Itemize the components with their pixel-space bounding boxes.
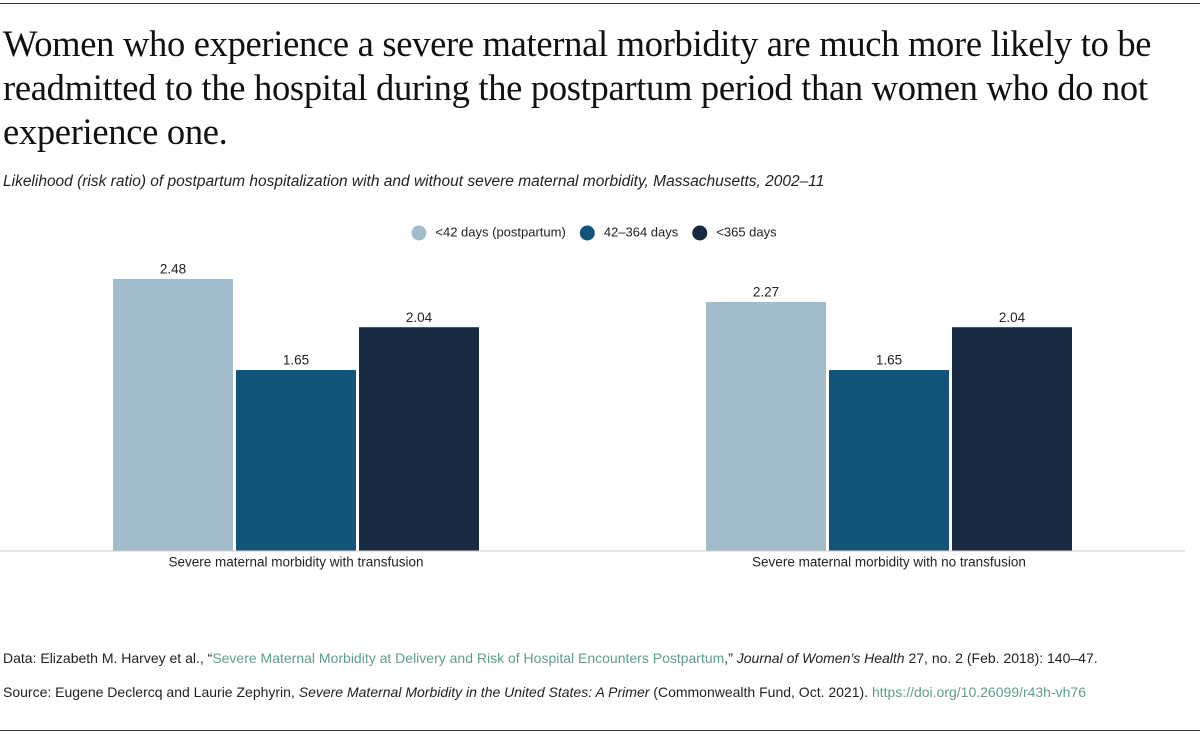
note-text: 27, no. 2 (Feb. 2018): 140–47. xyxy=(904,650,1098,666)
bottom-rule xyxy=(0,730,1200,731)
bar xyxy=(113,278,233,551)
note-text: ,” xyxy=(724,650,737,666)
source-note: Source: Eugene Declercq and Laurie Zephy… xyxy=(3,684,1086,700)
note-journal: Journal of Women’s Health xyxy=(736,650,905,666)
chart-title: Women who experience a severe maternal m… xyxy=(3,23,1152,152)
legend-marker xyxy=(411,225,427,241)
x-tick-label: Severe maternal morbidity with transfusi… xyxy=(168,555,423,570)
legend-label: <365 days xyxy=(716,224,777,239)
value-label: 2.27 xyxy=(753,285,779,300)
legend-label: <42 days (postpartum) xyxy=(435,224,565,239)
top-rule xyxy=(0,3,1200,4)
legend-label: 42–364 days xyxy=(604,224,679,239)
legend-marker xyxy=(692,225,708,241)
bar xyxy=(706,301,826,551)
bar xyxy=(359,327,479,551)
source-text: (Commonwealth Fund, Oct. 2021). xyxy=(649,684,872,700)
note-link[interactable]: Severe Maternal Morbidity at Delivery an… xyxy=(212,650,725,666)
source-title: Severe Maternal Morbidity in the United … xyxy=(298,684,650,700)
source-text: Source: Eugene Declercq and Laurie Zephy… xyxy=(3,684,299,700)
data-note: Data: Elizabeth M. Harvey et al., “Sever… xyxy=(3,650,1098,666)
bar xyxy=(952,327,1072,551)
value-label: 1.65 xyxy=(283,353,309,368)
chart: 2.48 1.65 2.04 Severe maternal morbidity wi… xyxy=(0,224,1185,570)
value-label: 1.65 xyxy=(876,353,902,368)
x-tick-label: Severe maternal morbidity with no transf… xyxy=(752,555,1026,570)
note-text: Data: Elizabeth M. Harvey et al., “ xyxy=(3,650,213,666)
bar xyxy=(829,369,949,551)
value-label: 2.48 xyxy=(160,262,186,277)
legend-marker xyxy=(579,225,595,241)
bar xyxy=(236,369,356,551)
chart-subtitle: Likelihood (risk ratio) of postpartum ho… xyxy=(3,173,825,190)
value-label: 2.04 xyxy=(999,310,1026,325)
value-label: 2.04 xyxy=(406,310,433,325)
source-link[interactable]: https://doi.org/10.26099/r43h-vh76 xyxy=(871,684,1086,700)
